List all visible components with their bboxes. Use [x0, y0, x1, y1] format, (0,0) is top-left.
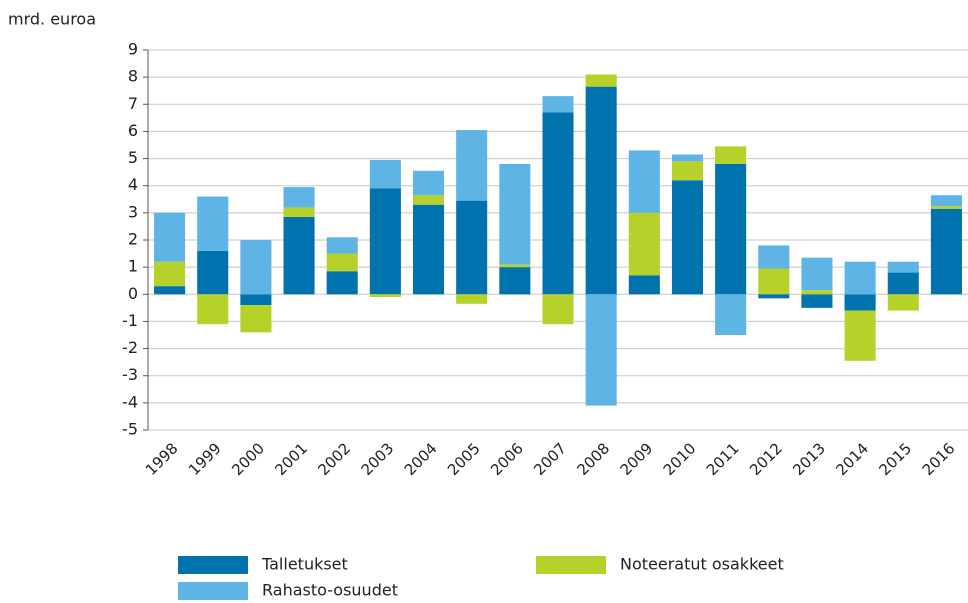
- bar: [585, 86, 617, 295]
- bar: [456, 200, 488, 295]
- bar: [283, 187, 315, 208]
- bar: [715, 146, 747, 164]
- y-tick-label: -2: [122, 338, 138, 357]
- legend-swatch: [178, 582, 248, 600]
- x-tick-label: 1999: [185, 439, 225, 479]
- bar: [844, 310, 876, 361]
- x-tick-label: 2016: [919, 439, 959, 479]
- bar: [369, 159, 401, 189]
- x-tick-label: 2004: [401, 439, 441, 479]
- bar: [197, 250, 229, 295]
- bar: [326, 253, 358, 272]
- bar: [758, 294, 790, 299]
- bar: [499, 164, 531, 265]
- x-tick-label: 2012: [746, 439, 786, 479]
- x-tick-label: 2006: [487, 439, 527, 479]
- bar: [456, 130, 488, 201]
- bar: [671, 180, 704, 295]
- bar: [930, 208, 962, 295]
- y-tick-label: 7: [128, 94, 138, 113]
- bar: [240, 305, 272, 333]
- bar: [369, 188, 401, 295]
- x-tick-label: 2008: [573, 439, 613, 479]
- legend-swatch: [536, 556, 606, 574]
- y-tick-label: -5: [122, 420, 138, 439]
- bar: [456, 294, 488, 304]
- x-tick-label: 2001: [271, 439, 311, 479]
- legend-label: Talletukset: [261, 555, 348, 574]
- bar: [542, 294, 574, 325]
- x-tick-label: 2005: [444, 439, 484, 479]
- bar: [197, 196, 229, 251]
- bar: [844, 294, 876, 311]
- bar: [154, 286, 186, 295]
- y-axis-label: mrd. euroa: [8, 10, 96, 29]
- x-tick-label: 2000: [228, 439, 268, 479]
- y-tick-label: -4: [122, 392, 138, 411]
- bar: [585, 74, 617, 87]
- bar: [412, 170, 445, 196]
- bar: [412, 204, 445, 295]
- bar: [715, 164, 747, 295]
- x-tick-label: 2015: [876, 439, 916, 479]
- x-tick-label: 2011: [703, 439, 743, 479]
- bar: [240, 240, 272, 295]
- y-tick-label: 8: [128, 67, 138, 86]
- bar: [801, 257, 833, 291]
- bar: [154, 212, 186, 262]
- bar: [887, 272, 919, 295]
- bar: [369, 294, 401, 297]
- bar: [154, 261, 186, 287]
- bar: [671, 154, 704, 162]
- y-tick-label: 9: [128, 40, 138, 59]
- bar: [499, 267, 531, 295]
- bar: [628, 212, 660, 276]
- bar: [628, 150, 660, 213]
- x-tick-label: 1998: [142, 439, 182, 479]
- y-tick-label: 0: [128, 284, 138, 303]
- y-tick-label: 6: [128, 121, 138, 140]
- bar: [801, 294, 833, 308]
- y-tick-label: 3: [128, 202, 138, 221]
- legend-label: Noteeratut osakkeet: [620, 555, 784, 574]
- bar: [930, 195, 962, 207]
- legend-swatch: [178, 556, 248, 574]
- x-tick-label: 2014: [832, 439, 872, 479]
- x-tick-label: 2002: [314, 439, 354, 479]
- bar: [326, 237, 358, 254]
- bar: [930, 206, 962, 209]
- bar: [758, 268, 790, 295]
- y-tick-label: 4: [128, 175, 138, 194]
- bar: [887, 261, 919, 273]
- y-tick-label: 5: [128, 148, 138, 167]
- x-tick-label: 2010: [660, 439, 700, 479]
- bar: [197, 294, 229, 325]
- bar: [801, 290, 833, 295]
- bar: [585, 294, 617, 406]
- x-tick-label: 2003: [358, 439, 398, 479]
- bar: [240, 294, 272, 306]
- bar: [715, 294, 747, 335]
- bar: [758, 245, 790, 269]
- bar: [283, 216, 315, 295]
- y-tick-label: 1: [128, 257, 138, 276]
- bar: [412, 195, 445, 205]
- bar: [844, 261, 876, 295]
- bar: [542, 96, 574, 113]
- y-tick-label: 2: [128, 230, 138, 249]
- bar: [499, 264, 531, 268]
- bar: [671, 161, 704, 181]
- x-tick-label: 2007: [530, 439, 570, 479]
- bar: [887, 294, 919, 311]
- bar: [628, 275, 660, 295]
- legend-label: Rahasto-osuudet: [262, 581, 398, 600]
- bar: [542, 112, 574, 295]
- bar: [283, 207, 315, 217]
- x-tick-label: 2009: [617, 439, 657, 479]
- bar: [326, 271, 358, 295]
- y-tick-label: -3: [122, 365, 138, 384]
- x-tick-label: 2013: [789, 439, 829, 479]
- y-tick-label: -1: [122, 311, 138, 330]
